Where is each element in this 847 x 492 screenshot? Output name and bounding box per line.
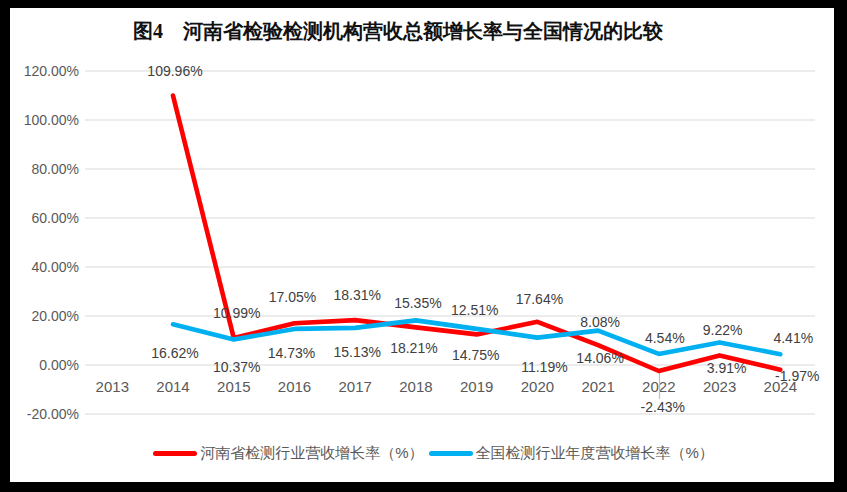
legend-label-henan: 河南省检测行业营收增长率（%） — [200, 444, 423, 463]
data-label: 17.05% — [269, 289, 316, 305]
x-tick-label: 2013 — [96, 378, 129, 395]
x-tick-label: 2021 — [581, 378, 614, 395]
data-label: -1.97% — [775, 368, 819, 384]
data-label: 8.08% — [580, 314, 620, 330]
x-tick-label: 2022 — [642, 378, 675, 395]
y-tick-label: 0.00% — [39, 357, 79, 373]
data-label: 9.22% — [703, 322, 743, 338]
data-label: 10.37% — [213, 359, 260, 375]
data-label: 4.41% — [773, 330, 813, 346]
data-label: 11.19% — [521, 359, 567, 375]
data-label: 18.21% — [390, 340, 437, 356]
y-tick-label: 80.00% — [32, 161, 79, 177]
y-tick-label: 20.00% — [32, 308, 79, 324]
data-label: 14.73% — [268, 345, 315, 361]
data-label: 18.31% — [333, 287, 380, 303]
data-label: 3.91% — [707, 360, 747, 376]
legend-label-national: 全国检测行业年度营收增长率（%） — [476, 444, 714, 463]
data-label: 10.99% — [213, 305, 260, 321]
x-tick-label: 2015 — [217, 378, 250, 395]
data-label: 4.54% — [645, 330, 685, 346]
legend: 河南省检测行业营收增长率（%） 全国检测行业年度营收增长率（%） — [0, 444, 847, 463]
x-tick-label: 2014 — [156, 378, 189, 395]
y-tick-label: 100.00% — [24, 112, 79, 128]
data-label: 16.62% — [151, 345, 198, 361]
data-label: 14.06% — [576, 350, 623, 366]
x-tick-label: 2023 — [703, 378, 736, 395]
x-tick-label: 2019 — [460, 378, 493, 395]
legend-swatch-national-icon — [429, 451, 473, 456]
legend-swatch-henan-icon — [153, 451, 197, 456]
data-label: 12.51% — [451, 302, 498, 318]
y-tick-label: -20.00% — [27, 406, 79, 422]
y-tick-label: 40.00% — [32, 259, 79, 275]
line-chart: 120.00% 100.00% 80.00% 60.00% 40.00% 20.00% 0.… — [0, 0, 847, 492]
legend-item-national[interactable]: 全国检测行业年度营收增长率（%） — [429, 444, 714, 463]
data-label: -2.43% — [641, 399, 685, 415]
x-tick-label: 2017 — [339, 378, 372, 395]
y-tick-label: 120.00% — [24, 63, 79, 79]
x-tick-label: 2016 — [278, 378, 311, 395]
x-tick-label: 2020 — [521, 378, 554, 395]
data-label: 109.96% — [147, 63, 202, 79]
data-label: 17.64% — [516, 291, 563, 307]
data-label: 14.75% — [452, 347, 499, 363]
y-tick-label: 60.00% — [32, 210, 79, 226]
legend-item-henan[interactable]: 河南省检测行业营收增长率（%） — [153, 444, 423, 463]
x-tick-label: 2018 — [399, 378, 432, 395]
data-label: 15.35% — [394, 295, 441, 311]
data-label: 15.13% — [333, 344, 380, 360]
